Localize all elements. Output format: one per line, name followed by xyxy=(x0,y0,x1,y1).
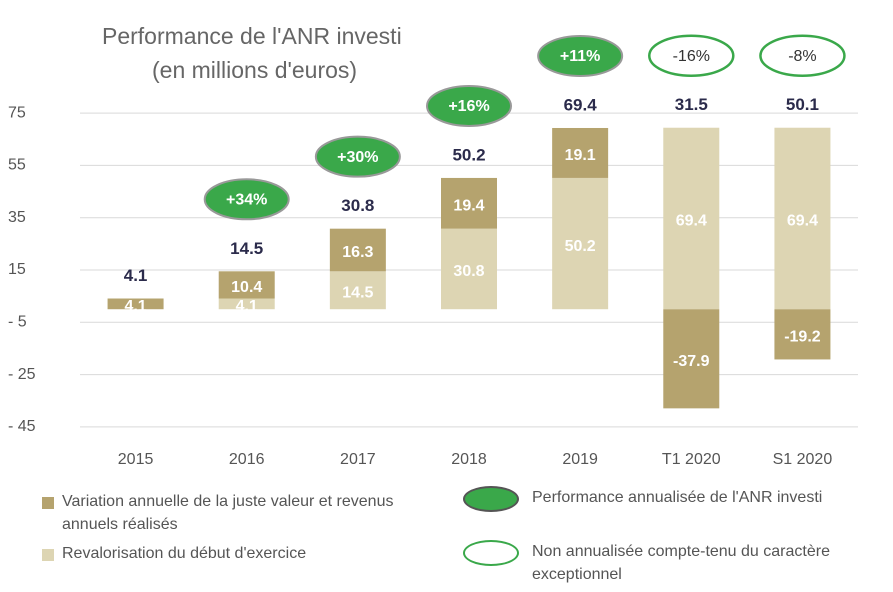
value-label: -19.2 xyxy=(784,329,821,346)
badge-label: -16% xyxy=(673,48,710,65)
badge-label: -8% xyxy=(788,48,816,65)
value-label: 16.3 xyxy=(342,244,373,261)
bar xyxy=(552,177,609,310)
bar xyxy=(329,271,386,310)
badge xyxy=(537,34,624,77)
x-tick-label: 2019 xyxy=(562,451,598,468)
y-tick-label: 35 xyxy=(8,209,26,226)
value-label: 4.1 xyxy=(236,298,258,315)
badge-label: +30% xyxy=(337,149,378,166)
value-label: 30.8 xyxy=(453,263,484,280)
legend-badge-filled xyxy=(463,486,519,512)
x-tick-label: 2018 xyxy=(451,451,487,468)
y-tick-label: - 45 xyxy=(8,418,36,435)
total-label: 4.1 xyxy=(124,266,148,285)
value-label: 69.4 xyxy=(787,213,818,230)
total-label: 69.4 xyxy=(564,95,598,114)
badge-label: +34% xyxy=(226,192,267,209)
x-tick-label: 2017 xyxy=(340,451,376,468)
total-label: 50.1 xyxy=(786,95,819,114)
value-label: 19.1 xyxy=(565,147,596,164)
badge xyxy=(759,34,846,77)
chart-title: Performance de l'ANR investi xyxy=(102,23,402,49)
x-tick-label: 2016 xyxy=(229,451,265,468)
legend-swatch xyxy=(42,497,54,509)
chart-subtitle: (en millions d'euros) xyxy=(152,57,357,83)
value-label: -37.9 xyxy=(673,353,710,370)
badge-label: +11% xyxy=(560,48,600,65)
bar xyxy=(441,177,497,229)
value-label: 10.4 xyxy=(231,279,262,296)
bar xyxy=(107,298,164,310)
chart: Performance de l'ANR investi (en million… xyxy=(8,23,858,468)
bar xyxy=(552,127,609,178)
total-label: 50.2 xyxy=(452,145,485,164)
legend-label: Variation annuelle de la juste valeur et… xyxy=(62,493,394,533)
legend-swatch xyxy=(42,549,54,561)
legend-label: Performance annualisée de l'ANR investi xyxy=(532,489,823,506)
bar xyxy=(329,228,386,272)
value-label: 19.4 xyxy=(453,198,484,215)
legend-label: Revalorisation du début d'exercice xyxy=(62,545,307,562)
legend-label: Non annualisée compte-tenu du caractère … xyxy=(532,543,830,583)
legend-badge-outline xyxy=(463,540,519,566)
value-label: 4.1 xyxy=(124,298,146,315)
badge xyxy=(648,34,735,77)
value-label: 69.4 xyxy=(676,213,707,230)
badge xyxy=(314,135,401,178)
y-tick-label: - 25 xyxy=(8,366,36,383)
badge xyxy=(203,178,290,221)
x-tick-label: T1 2020 xyxy=(662,451,721,468)
bar xyxy=(218,271,275,299)
value-label: 14.5 xyxy=(342,284,373,301)
total-label: 14.5 xyxy=(230,239,263,258)
total-label: 31.5 xyxy=(675,95,708,114)
bar xyxy=(218,298,275,310)
badge-label: +16% xyxy=(448,98,489,115)
bar xyxy=(441,228,497,310)
y-tick-label: - 5 xyxy=(8,314,27,331)
x-tick-label: 2015 xyxy=(118,451,154,468)
bar xyxy=(663,309,720,409)
y-tick-label: 55 xyxy=(8,157,26,174)
value-label: 50.2 xyxy=(565,238,596,255)
total-label: 30.8 xyxy=(341,196,374,215)
badge xyxy=(426,84,512,127)
y-tick-label: 15 xyxy=(8,261,26,278)
bar xyxy=(774,309,831,360)
bar xyxy=(774,127,831,310)
y-tick-label: 75 xyxy=(8,104,26,121)
x-tick-label: S1 2020 xyxy=(773,451,833,468)
bar xyxy=(663,127,720,310)
